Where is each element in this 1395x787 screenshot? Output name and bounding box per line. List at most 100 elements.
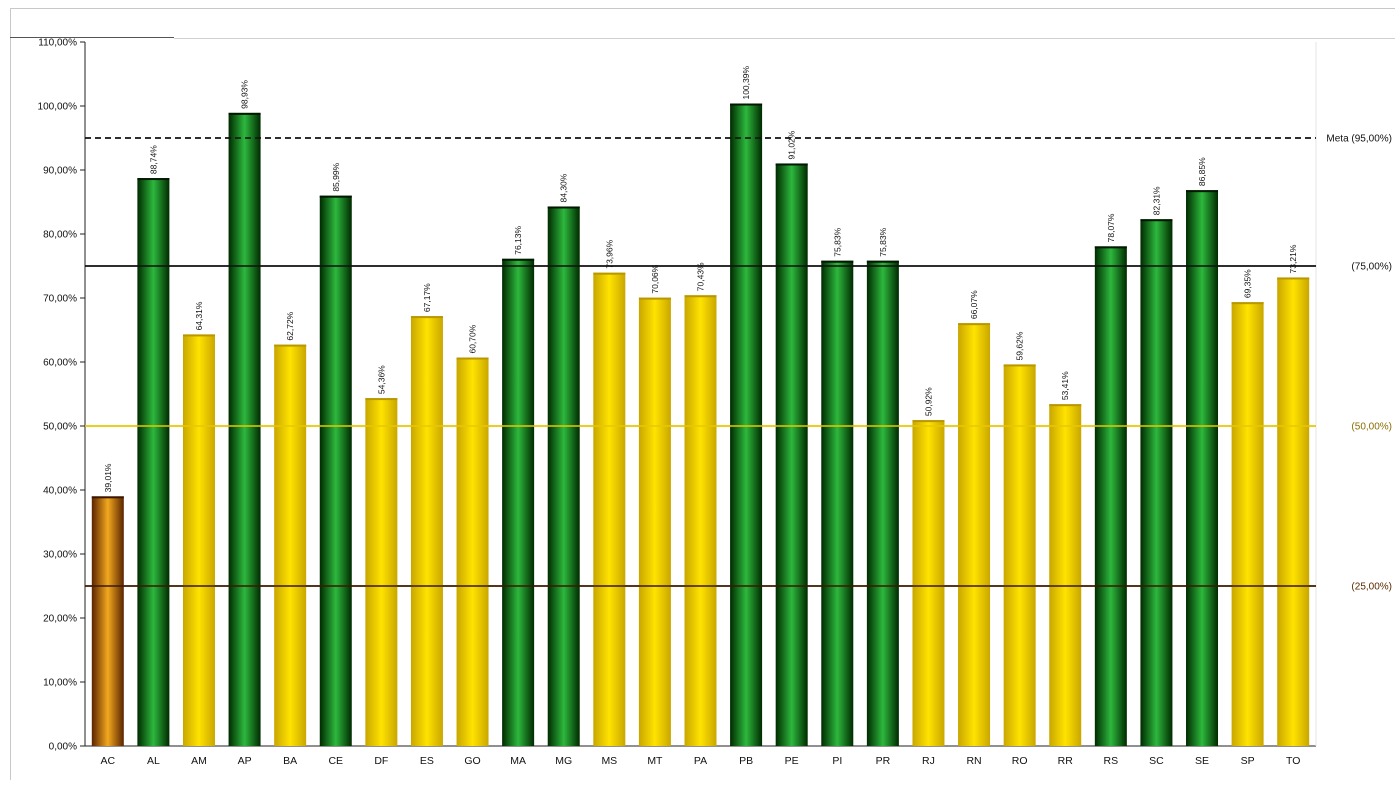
bar-sp (1231, 302, 1264, 746)
value-label: 98,93% (240, 80, 250, 109)
value-label: 75,83% (878, 227, 888, 256)
y-tick-label: 100,00% (38, 102, 78, 113)
y-tick-label: 60,00% (43, 358, 77, 369)
category-label: TO (1286, 755, 1300, 767)
bar-cap (319, 195, 352, 198)
reference-line-label: (75,00%) (1351, 262, 1392, 273)
frame-left-border (10, 8, 11, 780)
bar-cap (1231, 302, 1264, 305)
value-label: 88,74% (148, 145, 158, 174)
y-tick-label: 30,00% (43, 550, 77, 561)
category-label: PE (785, 755, 799, 767)
value-label: 54,36% (376, 365, 386, 394)
bar-cap (684, 295, 717, 298)
bar-cap (1140, 219, 1173, 222)
reference-line-label: Meta (95,00%) (1326, 134, 1392, 145)
header-tab-underline (10, 37, 174, 38)
value-label: 91,02% (787, 130, 797, 159)
value-label: 85,99% (331, 162, 341, 191)
bar-pi (821, 260, 854, 746)
bar-go (456, 357, 489, 746)
category-label: SP (1241, 755, 1255, 767)
value-label: 67,17% (422, 283, 432, 312)
category-label: SC (1149, 755, 1164, 767)
category-label: SE (1195, 755, 1209, 767)
bar-cap (912, 420, 945, 423)
bar-mt (638, 297, 671, 746)
value-label: 62,72% (285, 311, 295, 340)
category-label: RS (1104, 755, 1119, 767)
value-label: 75,83% (832, 227, 842, 256)
bar-ms (593, 272, 626, 746)
value-label: 84,30% (559, 173, 569, 202)
bar-cap (274, 344, 307, 347)
bar-cap (502, 258, 535, 261)
frame-top-border (10, 8, 1395, 9)
bar-cap (410, 316, 443, 319)
category-label: MA (510, 755, 526, 767)
bar-cap (1186, 190, 1219, 193)
bar-cap (1277, 277, 1310, 280)
bar-pa (684, 295, 717, 746)
value-label: 73,96% (604, 239, 614, 268)
value-label: 100,39% (741, 66, 751, 100)
category-label: BA (283, 755, 297, 767)
value-label: 64,31% (194, 301, 204, 330)
bar-ap (228, 112, 261, 746)
category-label: RR (1058, 755, 1074, 767)
category-label: RO (1012, 755, 1028, 767)
y-tick-label: 90,00% (43, 166, 77, 177)
value-label: 76,13% (513, 225, 523, 254)
bar-am (182, 334, 215, 746)
header-rule (174, 38, 1395, 39)
category-label: CE (328, 755, 343, 767)
category-label: AP (238, 755, 252, 767)
bar-cap (1094, 246, 1127, 249)
bar-ac (91, 496, 124, 746)
labels: 0,00% 10,00% 20,00% 30,00% 40,00% 50,00% 60,00… (38, 38, 1392, 768)
reference-line-label: (50,00%) (1351, 422, 1392, 433)
bar-cap (958, 323, 991, 326)
value-label: 82,31% (1151, 186, 1161, 215)
bar-cap (638, 297, 671, 300)
bar-rs (1094, 246, 1127, 747)
y-tick-label: 50,00% (43, 422, 77, 433)
category-label: RJ (922, 755, 935, 767)
value-label: 73,21% (1288, 244, 1298, 273)
category-label: RN (966, 755, 981, 767)
bar-pb (730, 103, 763, 746)
bar-ro (1003, 364, 1036, 746)
bar-ma (502, 258, 535, 746)
value-label: 86,85% (1197, 157, 1207, 186)
bar-cap (866, 260, 899, 263)
y-tick-label: 70,00% (43, 294, 77, 305)
bar-cap (593, 272, 626, 275)
reference-line-label: (25,00%) (1351, 582, 1392, 593)
category-label: GO (464, 755, 480, 767)
category-label: AM (191, 755, 207, 767)
value-label: 69,35% (1243, 269, 1253, 298)
category-label: MG (555, 755, 572, 767)
reference-lines-overlay (85, 137, 1316, 587)
value-label: 66,07% (969, 290, 979, 319)
category-label: MT (647, 755, 663, 767)
category-label: PA (694, 755, 707, 767)
bar-cap (228, 112, 261, 115)
value-label: 70,06% (650, 264, 660, 293)
value-label: 50,92% (923, 387, 933, 416)
category-label: ES (420, 755, 434, 767)
y-tick-label: 10,00% (43, 678, 77, 689)
bar-pe (775, 163, 808, 747)
bar-cap (91, 496, 124, 499)
category-label: DF (374, 755, 388, 767)
y-tick-label: 20,00% (43, 614, 77, 625)
bar-cap (137, 178, 170, 181)
category-label: MS (601, 755, 617, 767)
category-label: AC (100, 755, 115, 767)
bar-cap (182, 334, 215, 337)
bar-cap (730, 103, 763, 106)
y-tick-label: 110,00% (38, 38, 77, 49)
bar-df (365, 398, 398, 746)
bar-to (1277, 277, 1310, 746)
